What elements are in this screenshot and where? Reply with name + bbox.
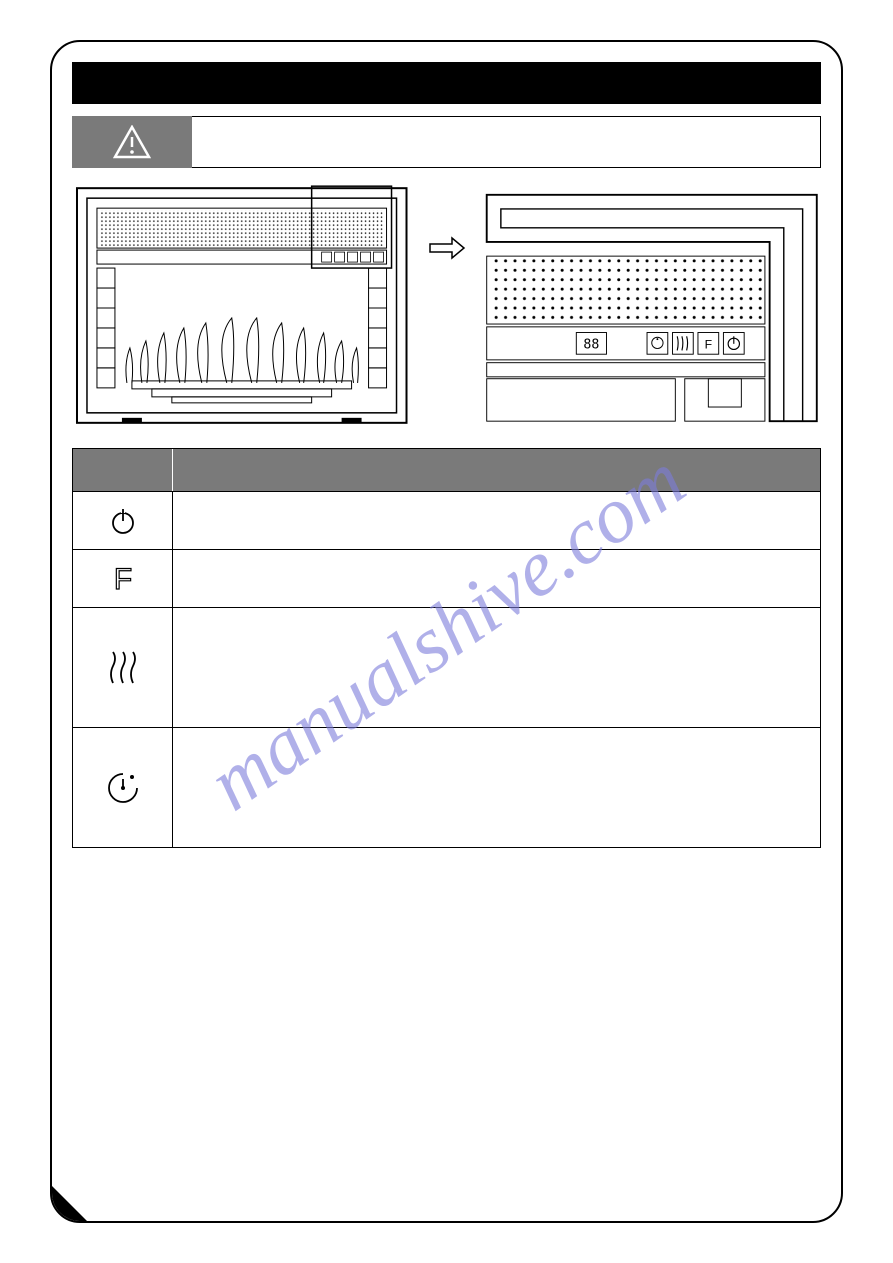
table-row: F bbox=[73, 549, 820, 607]
arrow-icon bbox=[427, 236, 467, 260]
table-desc bbox=[173, 550, 820, 607]
table-header bbox=[73, 449, 820, 491]
warning-icon-box bbox=[72, 116, 192, 168]
page-frame: 88 F bbox=[50, 40, 843, 1223]
heat-waves-icon bbox=[73, 608, 173, 727]
svg-text:F: F bbox=[113, 563, 131, 596]
table-row bbox=[73, 727, 820, 847]
diagram-row: 88 F bbox=[72, 183, 821, 433]
table-header-desc-col bbox=[173, 449, 820, 491]
table-header-icon-col bbox=[73, 449, 173, 491]
table-row bbox=[73, 607, 820, 727]
flame-f-icon: F bbox=[73, 550, 173, 607]
table-desc bbox=[173, 608, 820, 727]
timer-icon bbox=[73, 728, 173, 847]
diagram-fireplace-full bbox=[72, 183, 412, 433]
table-desc bbox=[173, 492, 820, 549]
svg-text:F: F bbox=[704, 338, 711, 352]
warning-triangle-icon bbox=[113, 125, 151, 159]
svg-text:88: 88 bbox=[583, 338, 599, 353]
table-desc bbox=[173, 728, 820, 847]
power-icon bbox=[73, 492, 173, 549]
warning-row bbox=[72, 116, 821, 168]
header-bar bbox=[72, 62, 821, 104]
table-row bbox=[73, 491, 820, 549]
warning-text-box bbox=[192, 116, 821, 168]
diagram-control-zoom: 88 F bbox=[482, 183, 822, 433]
controls-table: F bbox=[72, 448, 821, 848]
page-corner-icon bbox=[52, 1186, 87, 1221]
